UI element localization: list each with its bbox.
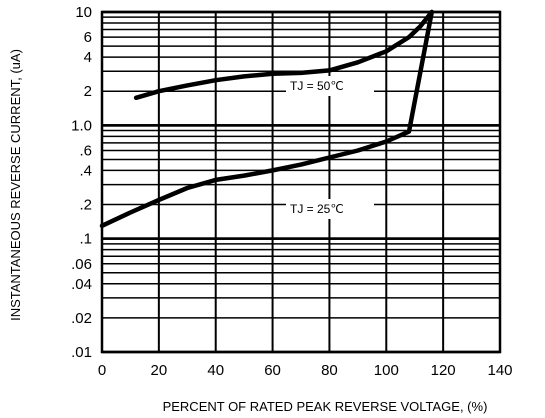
y-tick-label: .04 bbox=[71, 276, 92, 293]
x-tick-label: 80 bbox=[321, 362, 338, 379]
y-tick-label: 1.0 bbox=[71, 117, 92, 134]
x-tick-label: 0 bbox=[98, 362, 106, 379]
y-tick-label: .1 bbox=[79, 231, 92, 248]
y-tick-label: 4 bbox=[84, 49, 92, 66]
x-tick-label: 40 bbox=[207, 362, 224, 379]
series-label-bg bbox=[286, 76, 374, 96]
series-line-0 bbox=[133, 9, 435, 101]
plot-frame bbox=[100, 10, 502, 354]
series-labels: TJ = 50℃ TJ = 25℃ bbox=[286, 76, 374, 219]
series-label-bg bbox=[286, 199, 374, 219]
grid bbox=[100, 10, 502, 354]
y-tick-label: 6 bbox=[84, 29, 92, 46]
series-label: TJ = 50℃ bbox=[290, 79, 344, 93]
x-tick-label: 20 bbox=[151, 362, 168, 379]
y-tick-label: .4 bbox=[79, 162, 92, 179]
x-tick-label: 60 bbox=[264, 362, 281, 379]
y-tick-label: 2 bbox=[84, 83, 92, 100]
y-tick-label: .2 bbox=[79, 197, 92, 214]
y-axis-title: INSTANTANEOUS REVERSE CURRENT, (uA) bbox=[8, 49, 23, 321]
y-tick-label: .02 bbox=[71, 310, 92, 327]
x-tick-label: 100 bbox=[374, 362, 399, 379]
y-tick-label: .6 bbox=[79, 142, 92, 159]
series-label: TJ = 25℃ bbox=[290, 202, 344, 216]
x-axis-title: PERCENT OF RATED PEAK REVERSE VOLTAGE, (… bbox=[163, 399, 488, 414]
series-line-1 bbox=[99, 9, 435, 229]
x-tick-label: 140 bbox=[487, 362, 512, 379]
y-tick-label: .06 bbox=[71, 256, 92, 273]
series-group bbox=[99, 9, 435, 229]
y-tick-label: 10 bbox=[75, 4, 92, 21]
x-tick-label: 120 bbox=[431, 362, 456, 379]
x-tick-labels: 0 20 40 60 80 100 120 140 bbox=[98, 362, 513, 379]
y-tick-label: .01 bbox=[71, 344, 92, 361]
y-tick-labels: 10 6 4 2 1.0 .6 .4 .2 .1 .06 .04 .02 .01 bbox=[71, 4, 92, 361]
